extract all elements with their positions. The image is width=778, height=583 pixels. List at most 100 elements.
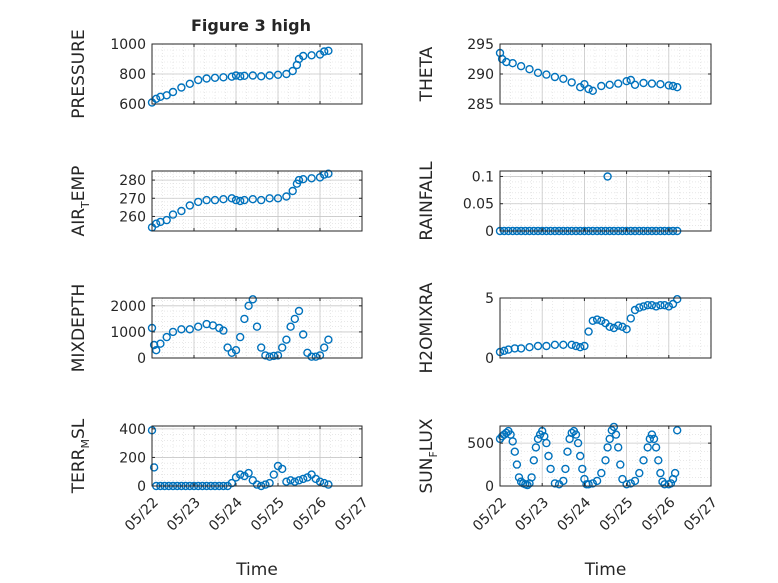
data-point bbox=[508, 59, 517, 68]
data-point bbox=[193, 197, 203, 207]
data-point bbox=[626, 75, 635, 85]
data-point bbox=[601, 456, 610, 465]
data-point bbox=[630, 305, 640, 315]
data-point bbox=[571, 430, 581, 439]
data-point bbox=[210, 73, 220, 83]
axes-frame bbox=[151, 297, 363, 359]
data-point bbox=[273, 194, 283, 203]
data-point bbox=[248, 476, 258, 485]
x-tick-label: 05/25 bbox=[597, 495, 637, 535]
data-point bbox=[265, 194, 274, 203]
data-point bbox=[219, 326, 228, 335]
data-point bbox=[269, 470, 278, 479]
ticks bbox=[499, 43, 712, 105]
data-point bbox=[265, 352, 274, 361]
data-point bbox=[584, 84, 593, 94]
subplot-mixdepth: 0 1000 2000 MIXDEPTH bbox=[69, 284, 363, 372]
data-point bbox=[512, 460, 522, 469]
data-point bbox=[185, 325, 195, 334]
data-point bbox=[616, 460, 625, 469]
data-point bbox=[673, 82, 682, 92]
data-point bbox=[315, 351, 325, 360]
y-axis-label: PRESSURE bbox=[69, 29, 89, 118]
data-series bbox=[147, 295, 333, 361]
data-point bbox=[580, 79, 589, 89]
subplot-terr_msl: 0 200 400 05/22 05/23 05/24 05/25 05/26 05/27 Tim… bbox=[69, 418, 372, 580]
data-point bbox=[603, 172, 612, 181]
data-point bbox=[668, 81, 678, 91]
data-point bbox=[567, 428, 576, 438]
data-point bbox=[307, 352, 316, 361]
y-tick-label: 295 bbox=[467, 37, 494, 53]
data-point bbox=[269, 351, 278, 361]
y-tick-label: 200 bbox=[119, 450, 146, 466]
y-tick-label: 2000 bbox=[110, 299, 146, 315]
data-point bbox=[647, 430, 657, 439]
data-point bbox=[500, 346, 509, 355]
data-point bbox=[162, 215, 171, 225]
data-point bbox=[546, 464, 555, 474]
y-tick-label: 1000 bbox=[110, 325, 146, 341]
data-point bbox=[299, 174, 308, 184]
data-point bbox=[656, 79, 665, 89]
data-point bbox=[584, 480, 593, 489]
data-point bbox=[248, 71, 258, 80]
data-point bbox=[294, 476, 304, 485]
data-point bbox=[576, 343, 585, 352]
data-point bbox=[525, 343, 534, 352]
data-point bbox=[282, 335, 291, 344]
y-tick-label: 5 bbox=[485, 291, 494, 307]
data-point bbox=[531, 443, 541, 452]
data-point bbox=[320, 478, 329, 488]
data-point bbox=[643, 443, 652, 452]
data-point bbox=[288, 186, 297, 196]
data-point bbox=[592, 476, 602, 486]
data-point bbox=[576, 451, 585, 461]
subplot-h2omixra: 0 5 H2OMIXRA bbox=[417, 282, 712, 374]
data-point bbox=[227, 478, 237, 488]
data-point bbox=[571, 341, 581, 351]
data-point bbox=[235, 72, 245, 81]
data-point bbox=[597, 81, 606, 91]
data-point bbox=[523, 480, 532, 490]
data-point bbox=[214, 323, 224, 333]
y-axis-label: AIRTEMP bbox=[69, 166, 92, 237]
data-point bbox=[278, 343, 287, 352]
figure-title: Figure 3 high bbox=[191, 16, 311, 35]
data-point bbox=[282, 192, 291, 201]
data-point bbox=[177, 83, 186, 92]
data-point bbox=[542, 341, 551, 351]
data-point bbox=[580, 474, 589, 484]
data-point bbox=[580, 341, 589, 351]
data-point bbox=[227, 194, 237, 203]
data-point bbox=[320, 47, 329, 56]
data-series bbox=[495, 295, 682, 357]
y-tick-label: 0.05 bbox=[463, 197, 494, 213]
data-point bbox=[654, 456, 663, 465]
y-tick-label: 0.1 bbox=[472, 169, 494, 185]
data-point bbox=[210, 195, 220, 205]
data-point bbox=[231, 71, 241, 80]
data-point bbox=[502, 428, 511, 438]
data-point bbox=[286, 476, 295, 485]
data-point bbox=[626, 314, 635, 323]
data-point bbox=[630, 80, 640, 90]
ticks bbox=[499, 171, 712, 232]
data-point bbox=[630, 476, 640, 486]
data-point bbox=[273, 70, 283, 80]
data-point bbox=[614, 79, 623, 88]
data-point bbox=[651, 302, 661, 311]
subplot-theta: 285 290 295 THETA bbox=[417, 37, 712, 113]
data-point bbox=[288, 66, 297, 76]
data-point bbox=[666, 479, 676, 488]
data-point bbox=[660, 301, 669, 310]
data-point bbox=[320, 343, 329, 352]
data-point bbox=[645, 434, 654, 444]
data-point bbox=[573, 438, 583, 448]
subplot-pressure: 600 800 1000 PRESSURE bbox=[69, 29, 363, 119]
data-point bbox=[664, 302, 673, 311]
data-point bbox=[311, 352, 320, 361]
data-point bbox=[597, 468, 606, 478]
data-point bbox=[162, 332, 171, 342]
data-point bbox=[235, 196, 245, 206]
